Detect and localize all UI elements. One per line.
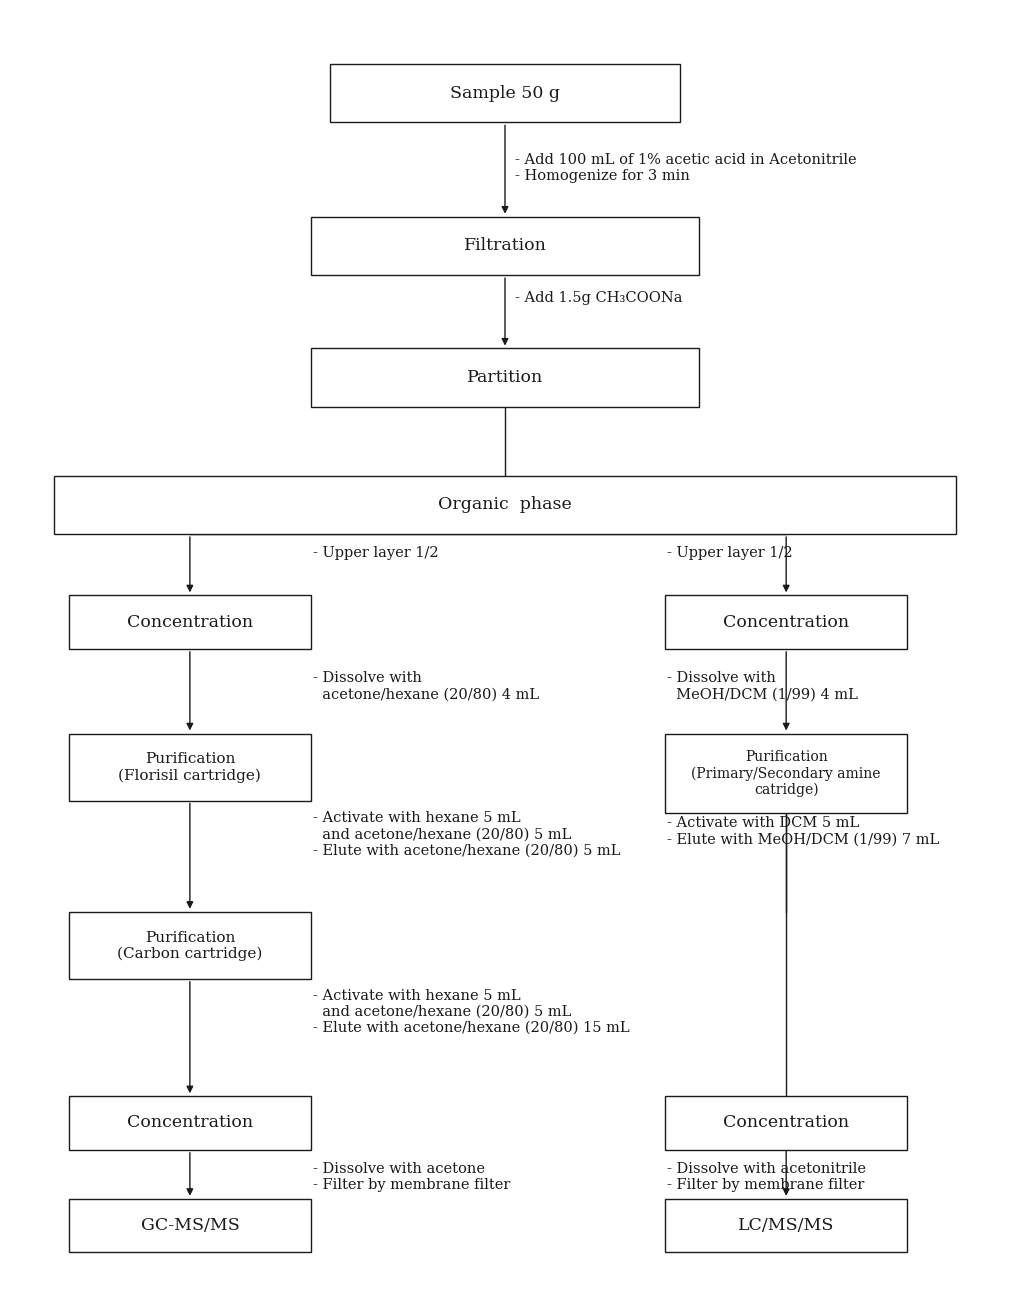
Text: Concentration: Concentration [127,614,252,631]
Text: - Upper layer 1/2: - Upper layer 1/2 [667,546,793,561]
Bar [330,64,680,122]
Text: Purification
(Carbon cartridge): Purification (Carbon cartridge) [117,931,263,962]
Text: LC/MS/MS: LC/MS/MS [738,1218,834,1234]
Text: Organic  phase: Organic phase [438,496,572,513]
Bar [665,1096,907,1150]
Bar [69,1199,311,1253]
Text: Concentration: Concentration [127,1115,252,1132]
Bar [311,348,699,408]
Text: - Dissolve with
  MeOH/DCM (1/99) 4 mL: - Dissolve with MeOH/DCM (1/99) 4 mL [667,671,857,701]
Bar [69,733,311,801]
Text: Concentration: Concentration [723,1115,849,1132]
Text: - Add 1.5g CH₃COONa: - Add 1.5g CH₃COONa [515,291,682,305]
Bar [665,1199,907,1253]
Text: - Add 100 mL of 1% acetic acid in Acetonitrile
- Homogenize for 3 min: - Add 100 mL of 1% acetic acid in Aceton… [515,153,856,183]
Text: - Dissolve with acetonitrile
- Filter by membrane filter: - Dissolve with acetonitrile - Filter by… [667,1162,866,1193]
Text: - Activate with hexane 5 mL
  and acetone/hexane (20/80) 5 mL
- Elute with aceto: - Activate with hexane 5 mL and acetone/… [313,989,629,1035]
Text: Sample 50 g: Sample 50 g [450,84,560,101]
Text: - Dissolve with acetone
- Filter by membrane filter: - Dissolve with acetone - Filter by memb… [313,1162,510,1193]
Text: Purification
(Florisil cartridge): Purification (Florisil cartridge) [118,752,262,783]
Text: GC-MS/MS: GC-MS/MS [140,1218,239,1234]
Text: Concentration: Concentration [723,614,849,631]
Bar [69,596,311,649]
Text: Partition: Partition [467,370,543,387]
Text: - Activate with hexane 5 mL
  and acetone/hexane (20/80) 5 mL
- Elute with aceto: - Activate with hexane 5 mL and acetone/… [313,811,620,858]
Bar [311,217,699,275]
Text: - Dissolve with
  acetone/hexane (20/80) 4 mL: - Dissolve with acetone/hexane (20/80) 4… [313,671,539,701]
Bar [665,733,907,814]
Bar [69,912,311,980]
Bar [665,596,907,649]
Text: Filtration: Filtration [464,238,546,254]
Text: - Upper layer 1/2: - Upper layer 1/2 [313,546,438,561]
Text: Purification
(Primary/Secondary amine
catridge): Purification (Primary/Secondary amine ca… [692,750,881,797]
Bar [55,475,955,535]
Text: - Activate with DCM 5 mL
- Elute with MeOH/DCM (1/99) 7 mL: - Activate with DCM 5 mL - Elute with Me… [667,816,939,846]
Bar [69,1096,311,1150]
